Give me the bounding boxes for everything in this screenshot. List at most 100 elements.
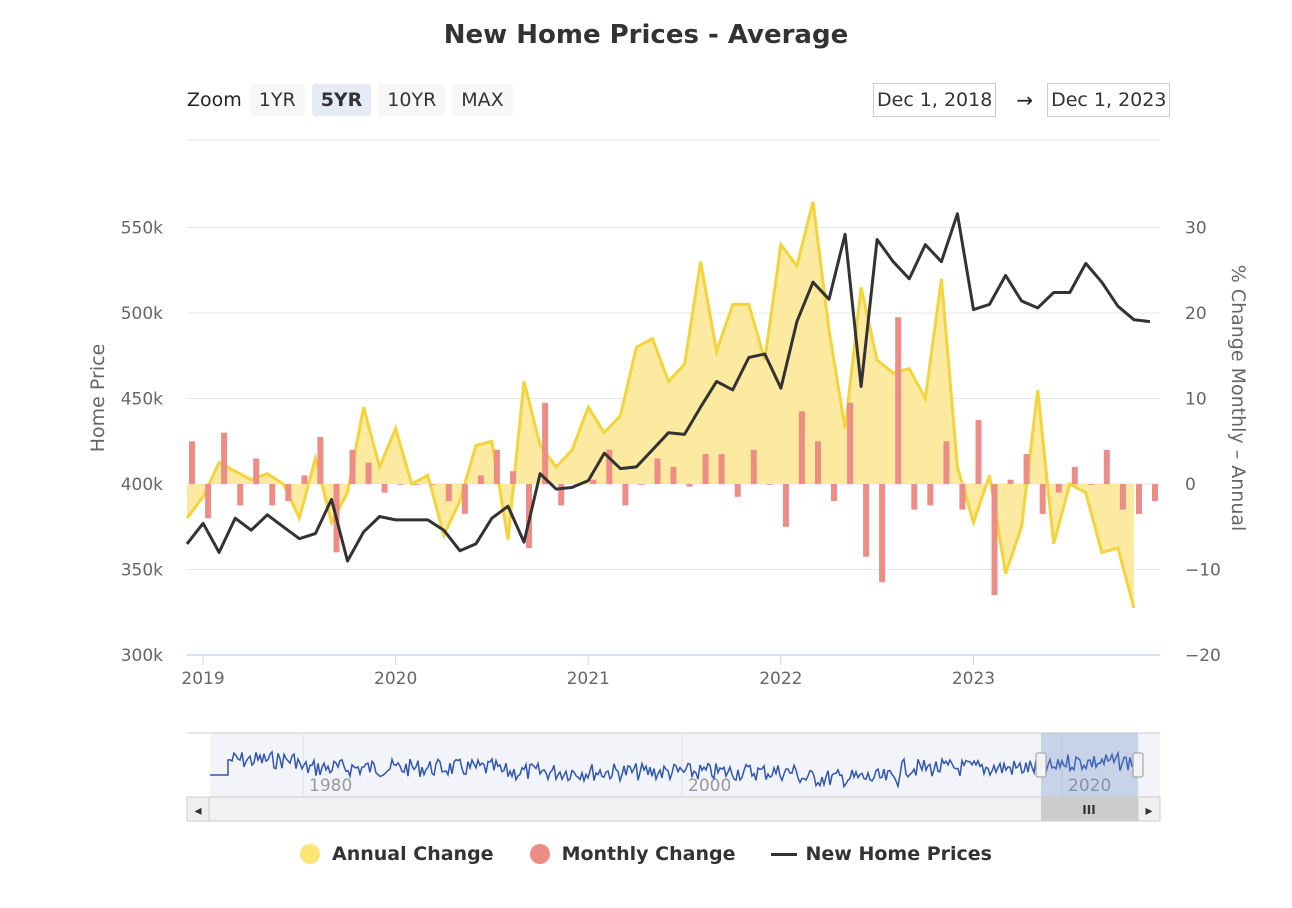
monthly-change-bar [269,484,276,506]
monthly-change-bar [622,484,629,506]
monthly-change-bar [750,449,757,484]
monthly-change-bar [1007,479,1014,484]
navigator-tick-label: 1980 [309,776,352,796]
monthly-change-bar [590,479,597,484]
annual-change-swatch-icon [300,844,321,864]
legend-monthly-change-label: Monthly Change [561,843,736,865]
monthly-change-bar [365,462,372,484]
y-right-tick-label: −10 [1185,561,1221,581]
monthly-change-bar [1087,484,1094,485]
monthly-change-bar [606,449,613,484]
y-left-tick-label: 300k [121,646,163,666]
axes: 300k 350k 400k 450k 500k 550k −20 −10 0 10 20 30 201… [87,219,1249,690]
legend-annual-change-label: Annual Change [332,843,494,865]
monthly-change-bar [798,411,805,484]
monthly-change-bar [542,402,549,484]
monthly-change-bar [461,484,468,514]
y-left-tick-label: 550k [121,219,163,239]
y-right-tick-label: −20 [1185,646,1221,666]
navigator-tick-label: 2020 [1068,776,1111,796]
monthly-change-bar [927,484,934,506]
monthly-change-bar [959,484,966,510]
monthly-change-bar [477,475,484,484]
range-arrow-icon: → [1016,88,1034,112]
y-left-axis-title: Home Price [87,344,109,453]
navigator-tick-label: 2000 [688,776,731,796]
legend-monthly-change[interactable]: Monthly Change [529,843,736,865]
zoom-10yr-button[interactable]: 10YR [378,84,446,116]
x-tick-label: 2021 [567,669,610,689]
monthly-change-bar [815,441,821,485]
annual-change-area [187,201,1134,609]
y-left-tick-label: 450k [121,390,163,410]
monthly-change-bar [911,484,918,510]
range-from-input[interactable]: Dec 1, 2018 [873,83,997,117]
monthly-change-bar [1103,449,1110,484]
monthly-change-bar [558,484,565,506]
monthly-change-bar [1039,484,1046,514]
monthly-change-bar [1136,484,1142,514]
zoom-1yr-button[interactable]: 1YR [249,84,305,116]
monthly-change-bar [349,449,356,484]
y-right-tick-label: 10 [1185,390,1207,410]
monthly-change-bar [1071,466,1078,484]
annual-change-series [185,201,1136,609]
chart-title: New Home Prices - Average [443,20,849,50]
monthly-change-bar [831,484,837,502]
y-left-tick-label: 500k [121,304,163,324]
monthly-change-bar [1055,484,1062,493]
y-right-tick-label: 30 [1185,219,1207,239]
monthly-change-bar [445,484,452,502]
legend: Annual Change Monthly Change New Home Pr… [0,843,1292,865]
date-range: Dec 1, 2018 → Dec 1, 2023 [873,83,1171,117]
scroll-right-arrow-icon: ▸ [1145,803,1152,819]
x-tick-label: 2023 [952,669,995,689]
monthly-change-bar [1023,454,1030,484]
monthly-change-bar [638,484,645,485]
y-left-tick-label: 400k [121,475,163,495]
new-home-prices-line [185,212,1151,563]
monthly-change-bar [943,441,950,485]
monthly-change-bar [413,484,420,485]
legend-new-home-prices[interactable]: New Home Prices [771,843,992,865]
navigator-selected-range [1041,733,1138,797]
monthly-change-bar [493,449,500,484]
monthly-change-bar [510,471,516,484]
monthly-change-bar [670,466,677,484]
monthly-change-bar [654,458,661,484]
monthly-change-bar [429,484,436,485]
monthly-change-bar [317,437,324,484]
monthly-change-bar [1152,484,1158,502]
y-right-tick-label: 0 [1185,475,1196,495]
monthly-change-bar [1119,484,1126,510]
monthly-change-bar [381,484,388,493]
monthly-change-bar [975,419,982,484]
monthly-change-bar [205,484,212,519]
new-home-prices-series [185,212,1151,563]
monthly-change-bar [189,441,195,485]
navigator-series-line [210,750,1135,790]
monthly-change-bar [895,317,902,484]
scrollbar-thumb [1041,797,1138,821]
navigator: 1980 2000 2020 ◂ ▸ III [186,732,1161,822]
monthly-change-bar [285,484,292,502]
scrollbar-track [186,796,1161,822]
new-home-prices-swatch-icon [771,852,798,856]
zoom-max-button[interactable]: MAX [452,84,513,116]
legend-annual-change[interactable]: Annual Change [300,843,494,865]
annual-change-line [185,201,1136,609]
monthly-change-bar [301,475,308,484]
zoom-5yr-button[interactable]: 5YR [311,84,372,116]
monthly-change-bar [863,484,870,557]
range-to-input[interactable]: Dec 1, 2023 [1047,83,1171,117]
monthly-change-bar [702,454,709,484]
monthly-change-bar [686,484,693,487]
monthly-change-bar [397,484,404,485]
monthly-change-bar [879,484,886,583]
x-tick-label: 2019 [181,669,224,689]
y-right-tick-label: 20 [1185,304,1207,324]
zoom-controls: Zoom 1YR 5YR 10YR MAX [187,84,520,116]
monthly-change-bar [847,402,854,484]
x-tick-label: 2020 [374,669,417,689]
